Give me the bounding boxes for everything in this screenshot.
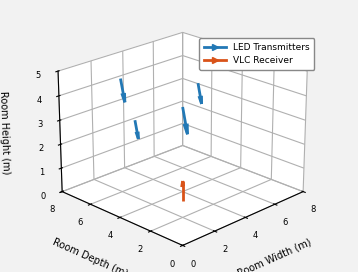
Legend: LED Transmitters, VLC Receiver: LED Transmitters, VLC Receiver bbox=[199, 38, 314, 70]
X-axis label: Room Width (m): Room Width (m) bbox=[236, 237, 313, 272]
Y-axis label: Room Depth (m): Room Depth (m) bbox=[52, 236, 130, 272]
